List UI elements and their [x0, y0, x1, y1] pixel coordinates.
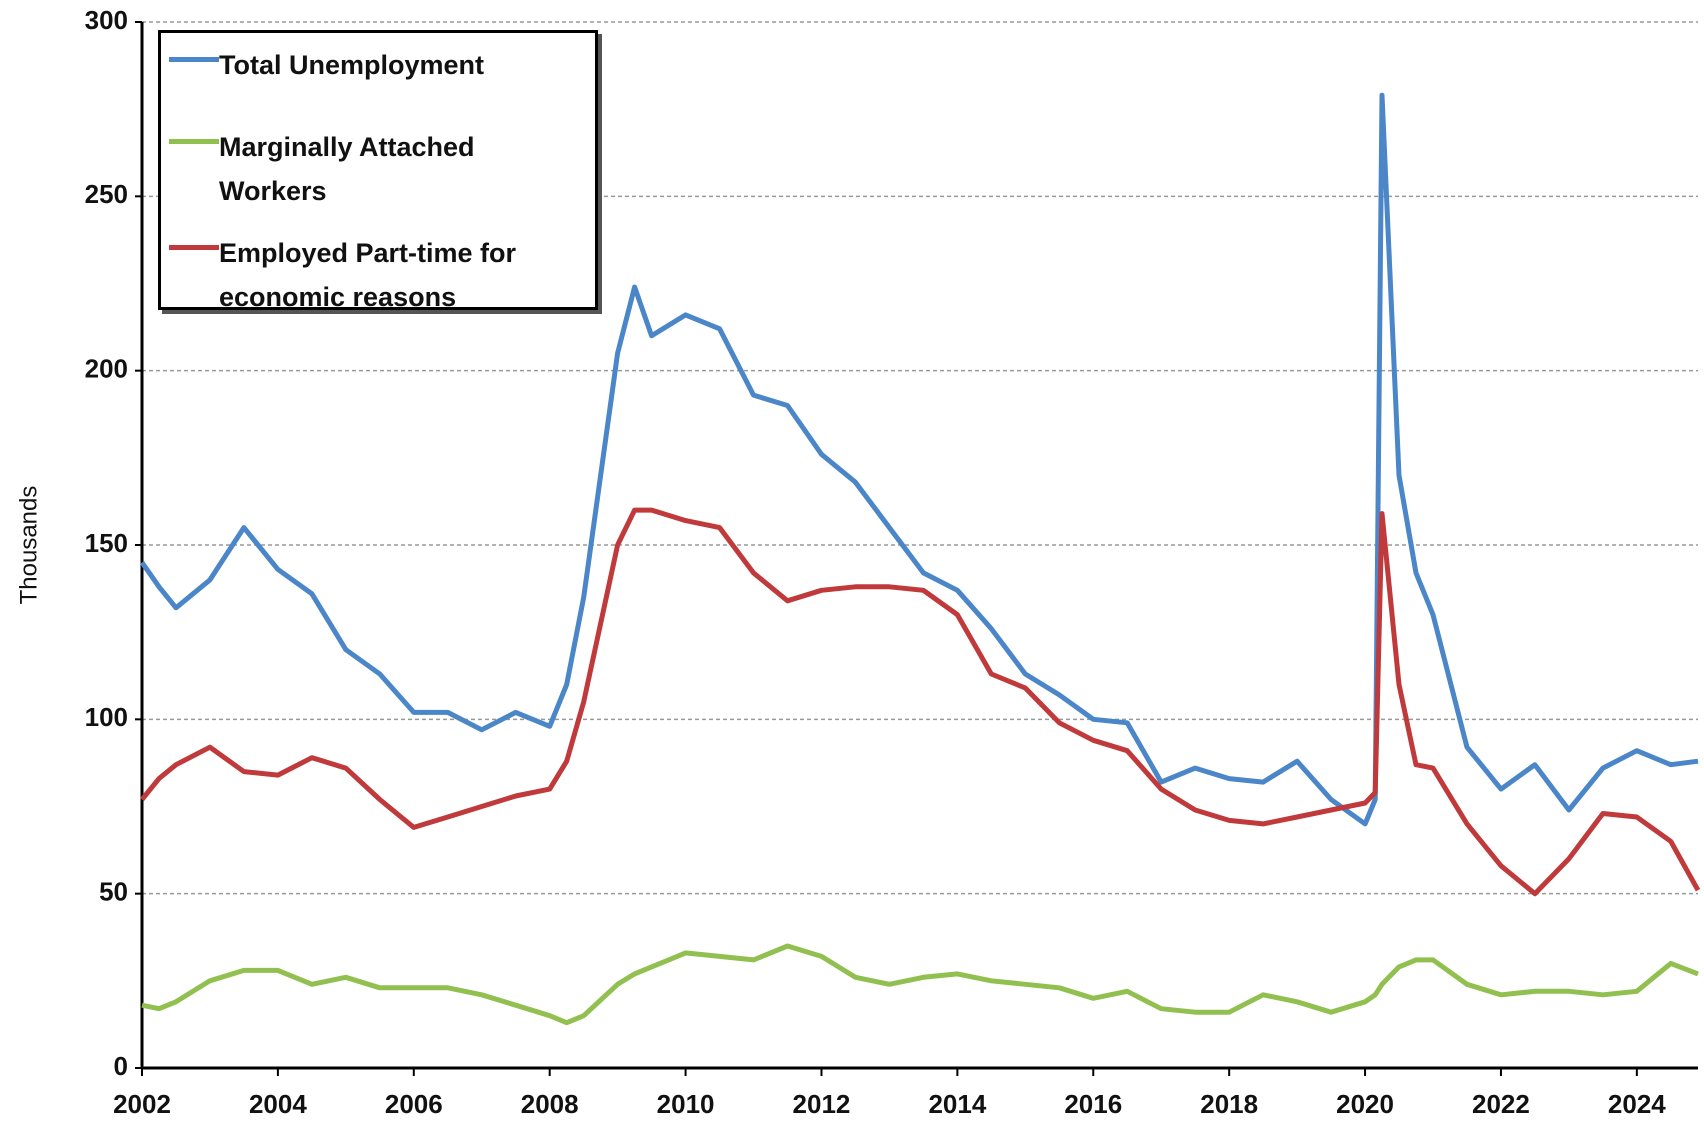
x-tick-label: 2022: [1472, 1089, 1530, 1119]
x-tick-label: 2010: [657, 1089, 715, 1119]
legend-label: Total Unemployment: [219, 50, 485, 80]
x-tick-label: 2016: [1064, 1089, 1122, 1119]
x-tick-label: 2014: [928, 1089, 986, 1119]
y-tick-label: 50: [99, 877, 128, 907]
legend-swatch: [169, 57, 219, 62]
y-tick-label: 100: [85, 702, 128, 732]
y-tick-label: 150: [85, 528, 128, 558]
legend: Total Unemployment Marginally Attached Wo…: [158, 30, 598, 312]
y-tick-label: 300: [85, 5, 128, 35]
y-tick-label: 200: [85, 354, 128, 384]
x-tick-label: 2018: [1200, 1089, 1258, 1119]
series-line: [140, 507, 1701, 897]
series-line: [141, 943, 1699, 1026]
legend-entry: Marginally Attached Workers: [169, 125, 587, 213]
y-tick-label: 250: [85, 179, 128, 209]
x-tick-label: 2024: [1608, 1089, 1666, 1119]
x-tick-label: 2006: [385, 1089, 443, 1119]
legend-swatch: [169, 139, 219, 144]
y-tick-label: 0: [114, 1051, 128, 1081]
legend-label: Marginally Attached Workers: [219, 132, 475, 206]
legend-entry: Total Unemployment: [169, 43, 587, 87]
x-tick-label: 2012: [793, 1089, 851, 1119]
legend-swatch: [169, 245, 219, 250]
x-tick-label: 2008: [521, 1089, 579, 1119]
x-tick-label: 2002: [113, 1089, 171, 1119]
x-tick-label: 2020: [1336, 1089, 1394, 1119]
series-line: [139, 92, 1699, 827]
legend-label: Employed Part-time for economic reasons: [219, 238, 517, 312]
y-axis-label: Thousands: [15, 486, 42, 605]
x-tick-label: 2004: [249, 1089, 307, 1119]
legend-entry: Employed Part-time for economic reasons: [169, 231, 587, 319]
